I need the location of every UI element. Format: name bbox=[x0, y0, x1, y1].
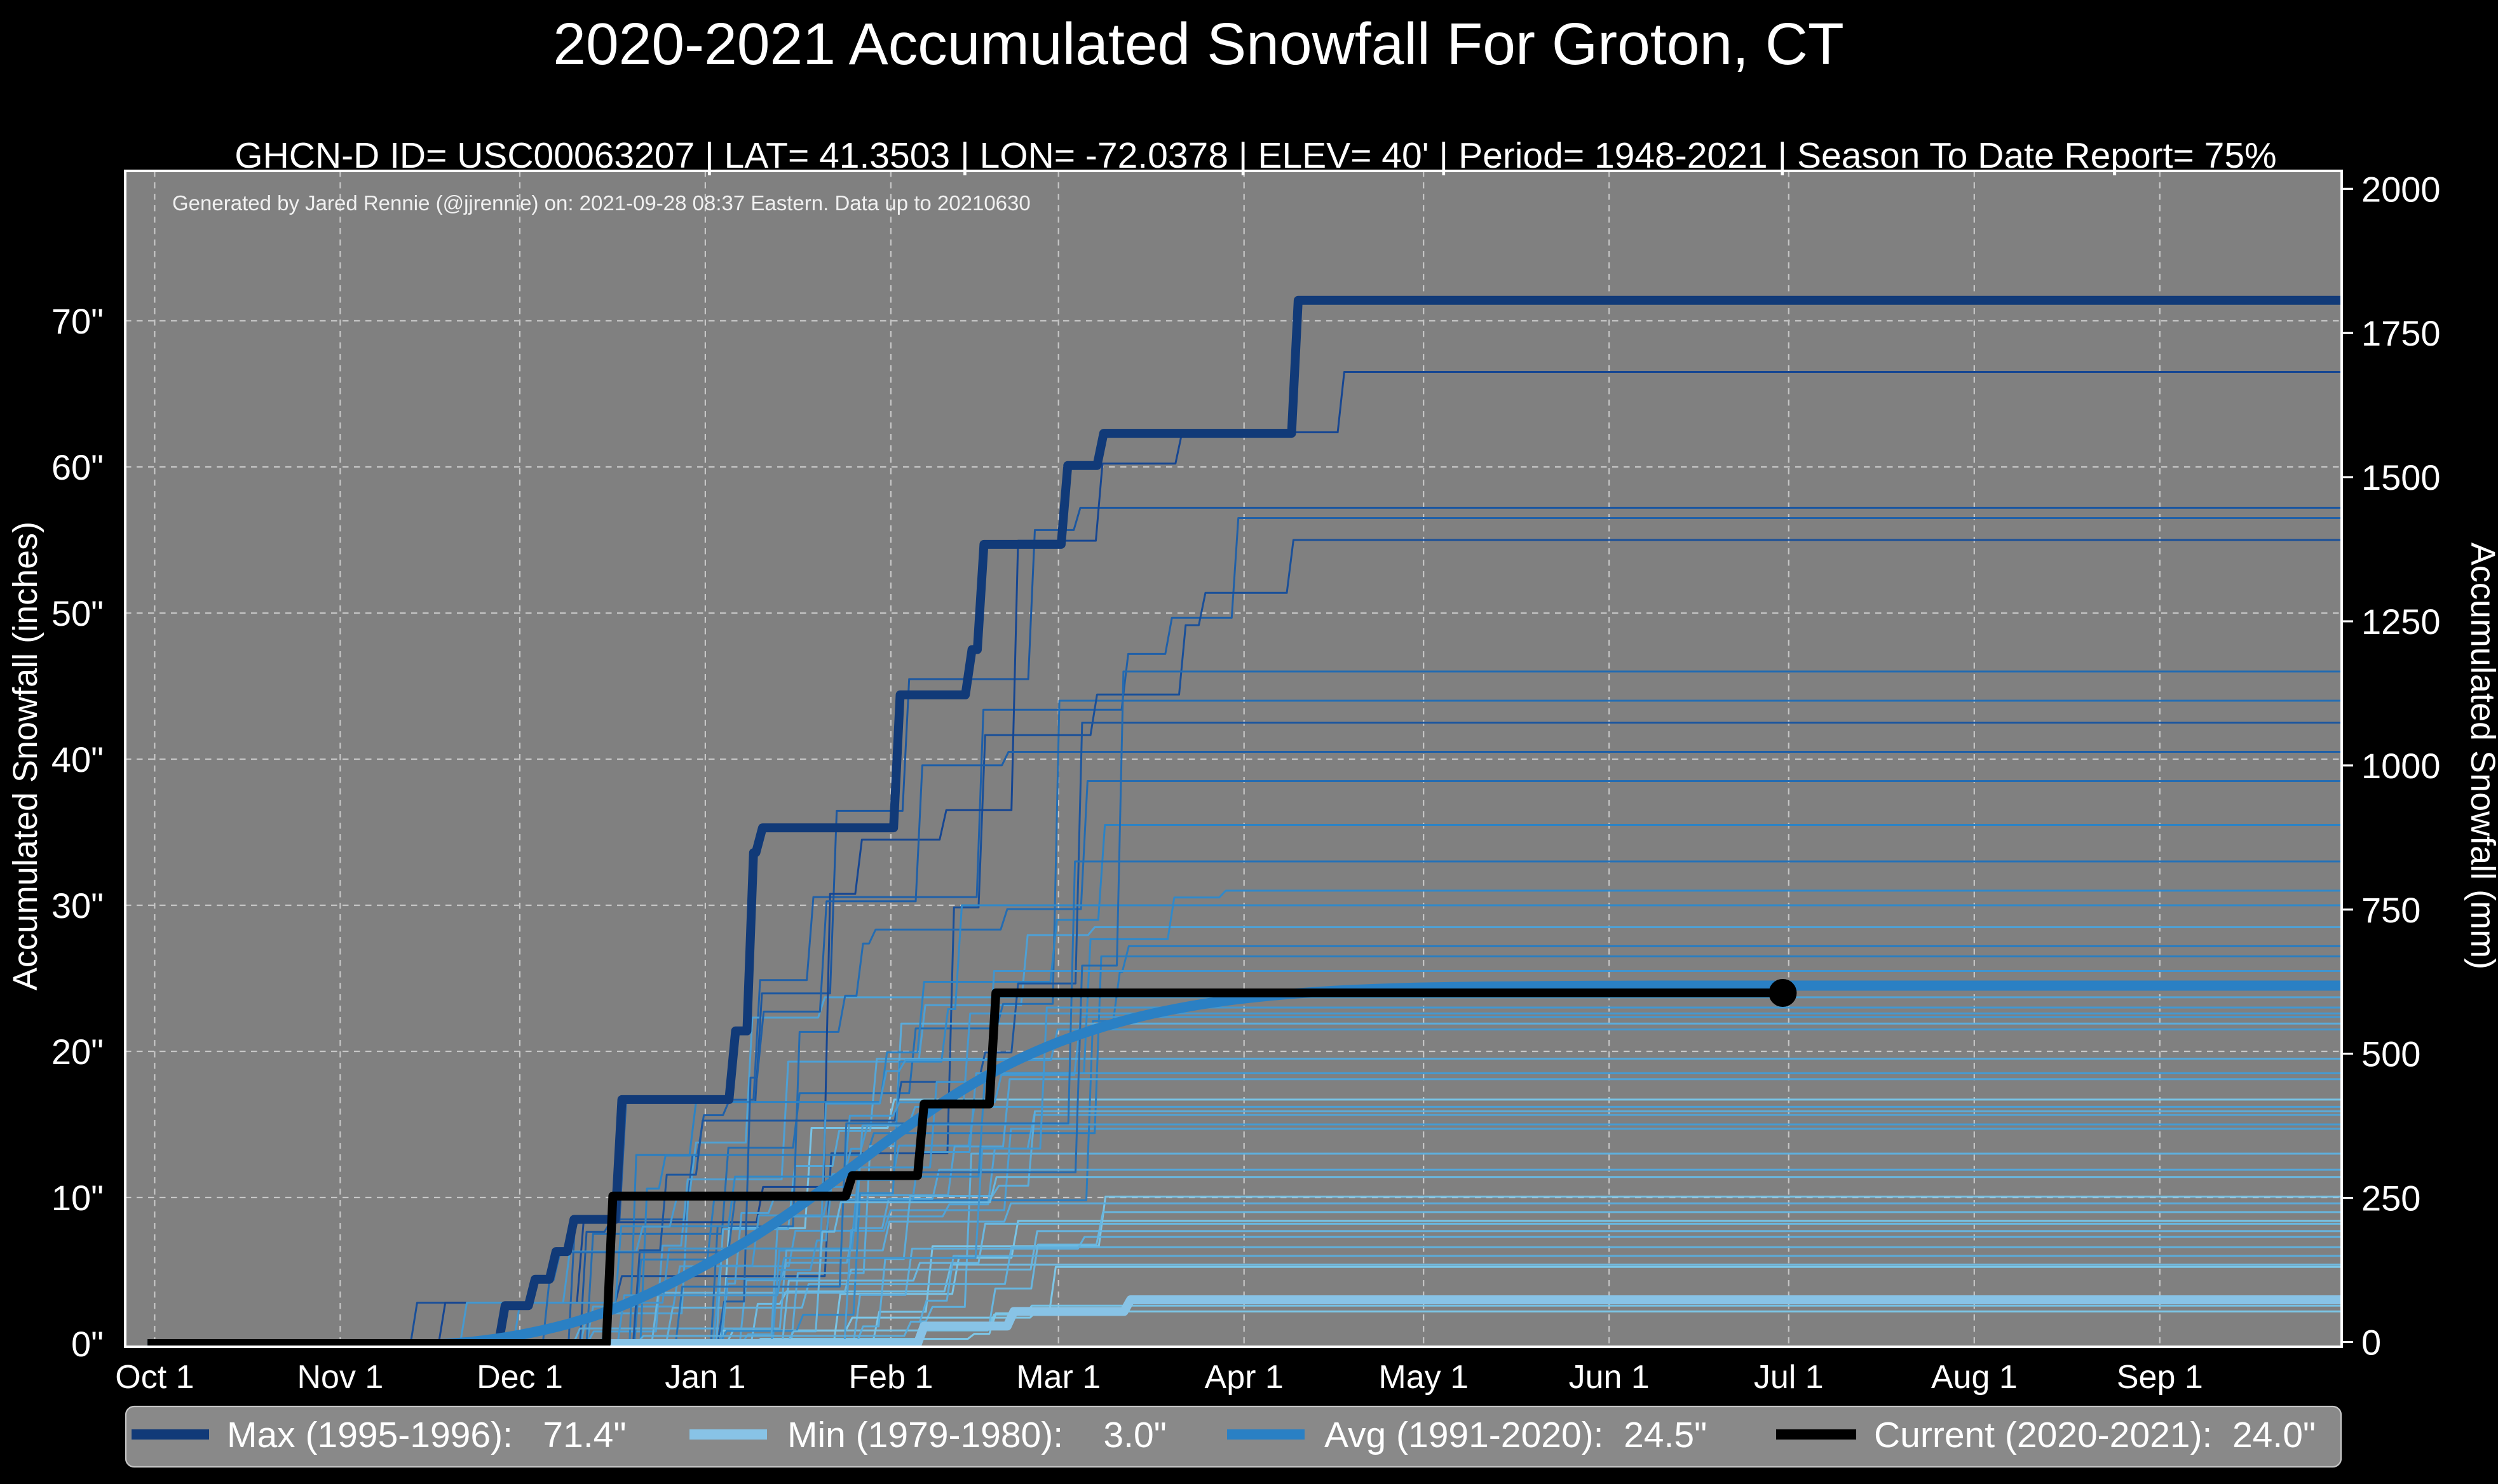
svg-text:0": 0" bbox=[71, 1324, 104, 1364]
svg-text:1500: 1500 bbox=[2361, 457, 2441, 497]
svg-text:2020-2021 Accumulated Snowfall: 2020-2021 Accumulated Snowfall For Groto… bbox=[553, 11, 1844, 77]
svg-text:Sep 1: Sep 1 bbox=[2117, 1359, 2203, 1396]
svg-text:40": 40" bbox=[51, 739, 104, 779]
svg-text:May 1: May 1 bbox=[1378, 1359, 1469, 1396]
svg-text:Feb 1: Feb 1 bbox=[848, 1359, 933, 1396]
svg-text:Dec 1: Dec 1 bbox=[477, 1359, 563, 1396]
svg-text:750: 750 bbox=[2361, 890, 2420, 930]
svg-text:1750: 1750 bbox=[2361, 313, 2441, 353]
svg-text:0: 0 bbox=[2361, 1323, 2381, 1363]
svg-text:20": 20" bbox=[51, 1032, 104, 1072]
svg-text:GHCN-D ID= USC00063207 | LAT=: GHCN-D ID= USC00063207 | LAT= 41.3503 | … bbox=[234, 135, 2276, 176]
svg-text:30": 30" bbox=[51, 886, 104, 926]
svg-text:Max (1995-1996): 71.4": Max (1995-1996): 71.4" bbox=[227, 1415, 627, 1455]
svg-text:Avg (1991-2020): 24.5": Avg (1991-2020): 24.5" bbox=[1324, 1415, 1707, 1455]
svg-text:500: 500 bbox=[2361, 1034, 2420, 1074]
svg-text:Apr 1: Apr 1 bbox=[1205, 1359, 1284, 1396]
svg-text:Accumulated Snowfall (inches): Accumulated Snowfall (inches) bbox=[6, 522, 44, 990]
svg-text:Jun 1: Jun 1 bbox=[1569, 1359, 1650, 1396]
svg-text:Mar 1: Mar 1 bbox=[1016, 1359, 1101, 1396]
svg-text:250: 250 bbox=[2361, 1178, 2420, 1218]
svg-text:10": 10" bbox=[51, 1178, 104, 1218]
svg-text:Min (1979-1980): 3.0": Min (1979-1980): 3.0" bbox=[787, 1415, 1167, 1455]
svg-text:Jan 1: Jan 1 bbox=[665, 1359, 745, 1396]
svg-text:Aug 1: Aug 1 bbox=[1931, 1359, 2018, 1396]
svg-text:2000: 2000 bbox=[2361, 169, 2441, 209]
svg-text:Oct 1: Oct 1 bbox=[115, 1359, 194, 1396]
svg-text:70": 70" bbox=[51, 301, 104, 341]
svg-text:1250: 1250 bbox=[2361, 602, 2441, 642]
svg-text:Current (2020-2021): 24.0": Current (2020-2021): 24.0" bbox=[1874, 1415, 2316, 1455]
svg-text:60": 60" bbox=[51, 447, 104, 487]
svg-text:Jul 1: Jul 1 bbox=[1754, 1359, 1824, 1396]
svg-text:50": 50" bbox=[51, 593, 104, 633]
svg-text:Accumulated Snowfall (mm): Accumulated Snowfall (mm) bbox=[2464, 543, 2498, 969]
svg-text:Generated by Jared Rennie (@jj: Generated by Jared Rennie (@jjrennie) on… bbox=[172, 191, 1031, 215]
svg-text:Nov 1: Nov 1 bbox=[297, 1359, 383, 1396]
svg-text:1000: 1000 bbox=[2361, 746, 2441, 786]
